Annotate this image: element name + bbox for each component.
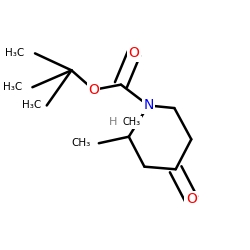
Text: O: O — [88, 83, 99, 97]
Text: CH₃: CH₃ — [72, 138, 91, 148]
Text: N: N — [143, 98, 154, 112]
Text: H₃C: H₃C — [3, 82, 22, 92]
Text: O: O — [128, 46, 140, 60]
Text: H₃C: H₃C — [22, 100, 42, 110]
Text: O: O — [186, 192, 197, 206]
Text: H₃C: H₃C — [5, 48, 24, 58]
Text: CH₃: CH₃ — [122, 118, 141, 128]
Text: H: H — [109, 118, 117, 128]
